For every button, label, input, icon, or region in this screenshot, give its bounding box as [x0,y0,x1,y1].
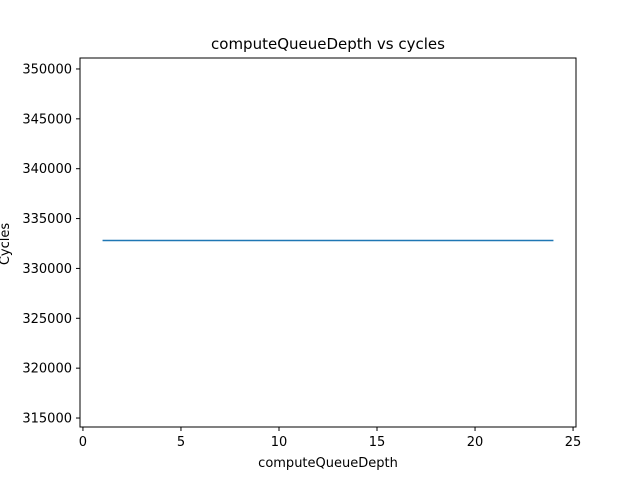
x-axis: 0 5 10 15 20 25 [79,427,582,450]
chart-title: computeQueueDepth vs cycles [211,35,445,53]
y-tick-label: 335000 [22,212,72,227]
y-tick-label: 320000 [22,362,72,377]
y-tick-label: 340000 [22,162,72,177]
y-tick-label: 345000 [22,112,72,127]
y-tick-label: 350000 [22,62,72,77]
x-tick-label: 0 [79,435,87,450]
x-tick-label: 25 [565,435,582,450]
x-axis-label: computeQueueDepth [258,456,398,471]
x-tick-label: 5 [177,435,185,450]
y-tick-label: 315000 [22,412,72,427]
y-tick-label: 325000 [22,312,72,327]
y-tick-label: 330000 [22,262,72,277]
plot-area [79,57,577,428]
x-tick-label: 10 [271,435,288,450]
y-axis-label: Cycles [0,223,13,266]
x-tick-label: 15 [369,435,386,450]
x-tick-label: 20 [467,435,484,450]
plot-frame [79,57,577,428]
y-axis: 315000 320000 325000 330000 335000 340000 3450… [22,62,80,427]
